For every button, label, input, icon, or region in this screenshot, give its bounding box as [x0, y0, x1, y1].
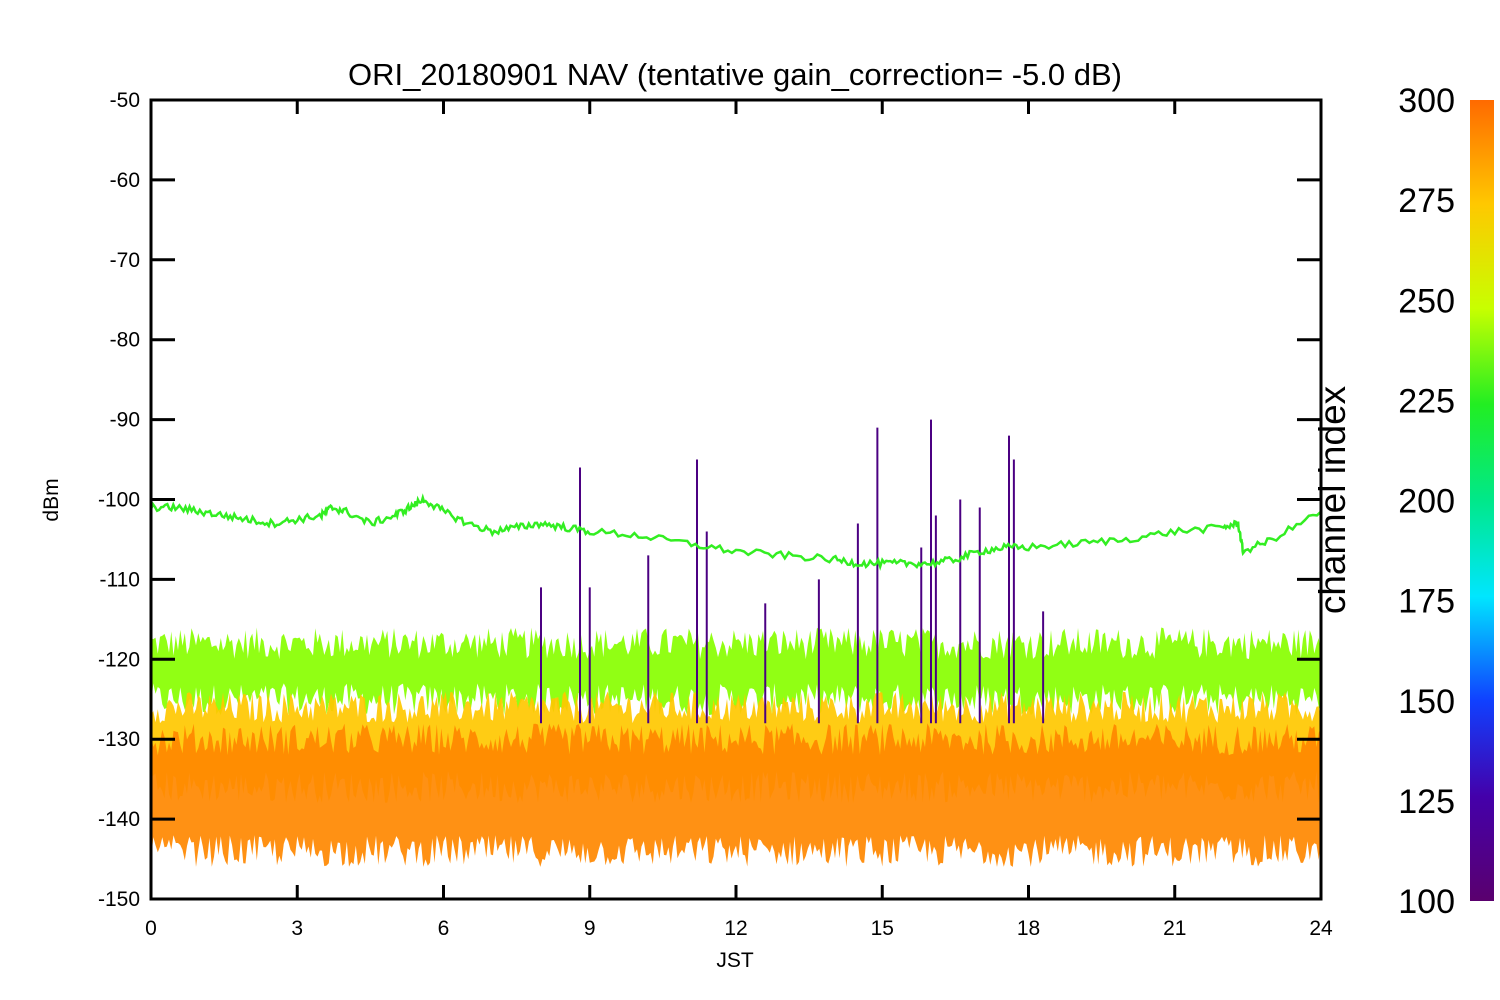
x-tick-label: 21 [1163, 917, 1186, 940]
y-tick-label: -150 [98, 888, 140, 911]
colorbar-tick-label: 100 [1398, 883, 1455, 921]
x-tick-label: 15 [871, 917, 894, 940]
colorbar-tick-label: 125 [1398, 783, 1455, 821]
x-tick-label: 0 [145, 917, 157, 940]
noise-band-3 [151, 723, 1321, 867]
x-tick-label: 3 [291, 917, 303, 940]
y-tick-label: -100 [98, 489, 140, 512]
colorbar-title: channel index [1312, 385, 1353, 614]
series-lines [151, 493, 1321, 571]
colorbar-tick-label: 225 [1398, 382, 1455, 420]
x-axis-label: JST [716, 949, 754, 972]
x-tick-label: 18 [1017, 917, 1040, 940]
y-tick-label: -50 [110, 89, 140, 112]
colorbar-tick-label: 175 [1398, 583, 1455, 621]
y-axis-label: dBm [40, 478, 63, 521]
y-tick-label: -80 [110, 329, 140, 352]
colorbar-ticks: 100 125 150 175 200 225 250 275 300 [1398, 82, 1455, 921]
x-tick-label: 9 [584, 917, 596, 940]
noise-bands [151, 627, 1321, 867]
colorbar-tick-label: 300 [1398, 82, 1455, 120]
y-tick-label: -130 [98, 728, 140, 751]
y-tick-label: -140 [98, 808, 140, 831]
y-tick-label: -120 [98, 648, 140, 671]
y-tick-label: -110 [100, 568, 140, 591]
colorbar-tick-label: 150 [1398, 683, 1455, 721]
chart-title: ORI_20180901 NAV (tentative gain_correct… [348, 57, 1122, 92]
spike-marks [540, 419, 1045, 724]
series-line-1 [151, 493, 1321, 571]
x-tick-label: 24 [1309, 917, 1333, 940]
y-tick-label: -60 [110, 169, 140, 192]
colorbar-tick-label: 200 [1398, 483, 1455, 521]
x-axis: 0 3 6 9 12 15 18 21 24 [145, 100, 1333, 940]
x-tick-label: 12 [724, 917, 747, 940]
colorbar-tick-label: 250 [1398, 282, 1455, 320]
y-axis: -50 -60 -70 -80 -90 -100 -110 -120 -130 -140 -150 [98, 89, 1321, 911]
colorbar [1470, 100, 1494, 901]
noise-band-1 [151, 627, 1321, 716]
y-tick-label: -70 [110, 249, 140, 272]
y-tick-label: -90 [110, 409, 140, 432]
x-tick-label: 6 [438, 917, 450, 940]
colorbar-tick-label: 275 [1398, 182, 1455, 220]
